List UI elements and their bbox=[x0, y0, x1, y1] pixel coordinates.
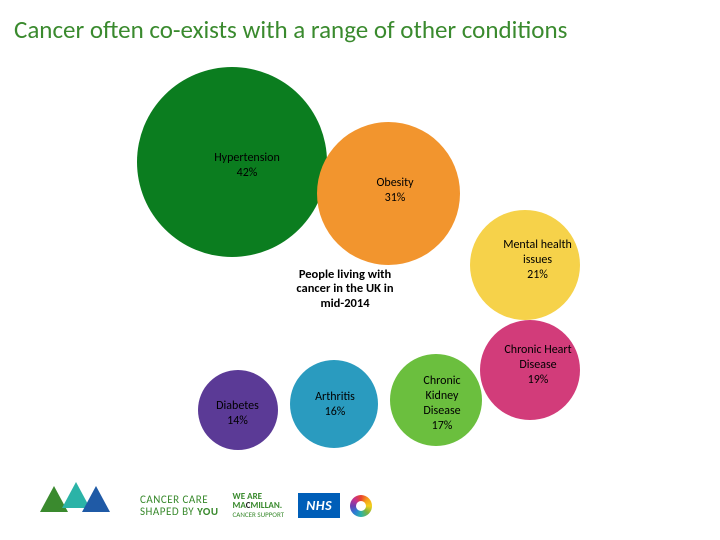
footer-logos: CANCER CARESHAPED BY YOU WE AREMACMILLAN… bbox=[140, 489, 372, 522]
rainbow-icon bbox=[350, 495, 372, 517]
bubble-label-ckd: Chronic Kidney Disease17% bbox=[407, 374, 477, 434]
bubble-label-chd: Chronic Heart Disease19% bbox=[493, 343, 583, 388]
triangle-logo bbox=[40, 468, 110, 512]
bubble-label-mental: Mental health issues21% bbox=[490, 238, 585, 283]
bubble-label-arthritis: Arthritis16% bbox=[305, 390, 365, 420]
page-title: Cancer often co-exists with a range of o… bbox=[14, 14, 567, 45]
center-label: People living with cancer in the UK in m… bbox=[290, 268, 400, 311]
macmillan-logo-text: WE AREMACMILLAN.CANCER SUPPORT bbox=[229, 489, 289, 522]
tri-icon bbox=[82, 486, 110, 512]
bubble-label-obesity: Obesity31% bbox=[360, 176, 430, 206]
ccsby-logo-text: CANCER CARESHAPED BY YOU bbox=[140, 494, 219, 517]
nhs-logo: NHS bbox=[298, 493, 340, 518]
bubble-label-hypertension: Hypertension42% bbox=[197, 151, 297, 181]
bubble-label-diabetes: Diabetes14% bbox=[205, 399, 270, 429]
